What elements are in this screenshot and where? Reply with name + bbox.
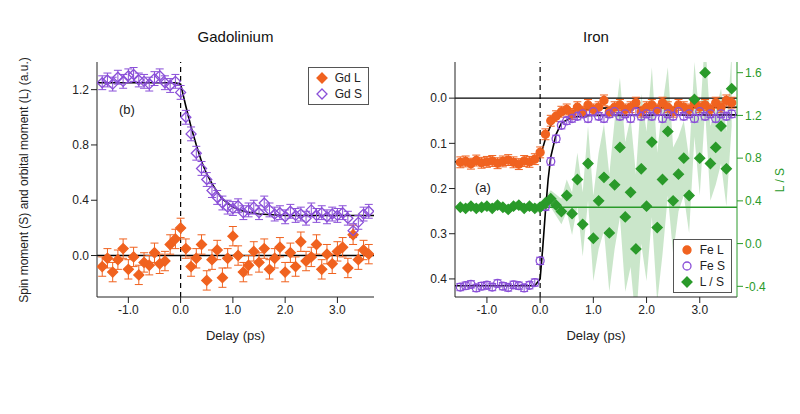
html-text:Fe L: Fe L <box>699 243 724 257</box>
svg-text:0.0: 0.0 <box>532 303 549 317</box>
svg-text:0.1: 0.1 <box>430 137 447 151</box>
svg-text:1.6: 1.6 <box>745 66 762 80</box>
svg-text:0.8: 0.8 <box>745 151 762 165</box>
svg-text:-0.4: -0.4 <box>745 280 766 294</box>
html-text:L / S: L / S <box>699 275 724 289</box>
svg-text:1.0: 1.0 <box>225 303 242 317</box>
svg-text:Delay (ps): Delay (ps) <box>566 328 625 343</box>
svg-text:Delay (ps): Delay (ps) <box>206 328 265 343</box>
html-text:Gadolinium: Gadolinium <box>197 28 274 45</box>
svg-text:0.0: 0.0 <box>430 91 447 105</box>
html-text:Iron: Iron <box>583 28 609 45</box>
svg-text:0.0: 0.0 <box>745 237 762 251</box>
svg-text:0.4: 0.4 <box>745 194 762 208</box>
svg-text:1.0: 1.0 <box>585 303 602 317</box>
svg-text:0.2: 0.2 <box>430 182 447 196</box>
svg-text:0.4: 0.4 <box>430 272 447 286</box>
svg-text:1.2: 1.2 <box>745 109 762 123</box>
svg-text:0.4: 0.4 <box>72 193 89 207</box>
svg-text:0.3: 0.3 <box>430 227 447 241</box>
html-text:L / S: L / S <box>773 167 787 192</box>
svg-text:-1.0: -1.0 <box>477 303 498 317</box>
html-text:Gd S: Gd S <box>334 87 362 101</box>
svg-text:2.0: 2.0 <box>638 303 655 317</box>
svg-text:0.0: 0.0 <box>172 303 189 317</box>
html-text:Spin moment (S) and orbital mo: Spin moment (S) and orbital moment (L) (… <box>17 56 31 303</box>
svg-text:0.8: 0.8 <box>72 138 89 152</box>
svg-text:3.0: 3.0 <box>329 303 346 317</box>
html-text:(a): (a) <box>475 180 491 195</box>
svg-text:1.2: 1.2 <box>72 83 89 97</box>
html-text:Gd L: Gd L <box>334 71 361 85</box>
svg-text:3.0: 3.0 <box>691 303 708 317</box>
svg-text:-1.0: -1.0 <box>118 303 139 317</box>
svg-text:0.0: 0.0 <box>72 249 89 263</box>
html-text:Fe S: Fe S <box>699 259 725 273</box>
html-text:(b): (b) <box>119 102 135 117</box>
svg-text:2.0: 2.0 <box>277 303 294 317</box>
